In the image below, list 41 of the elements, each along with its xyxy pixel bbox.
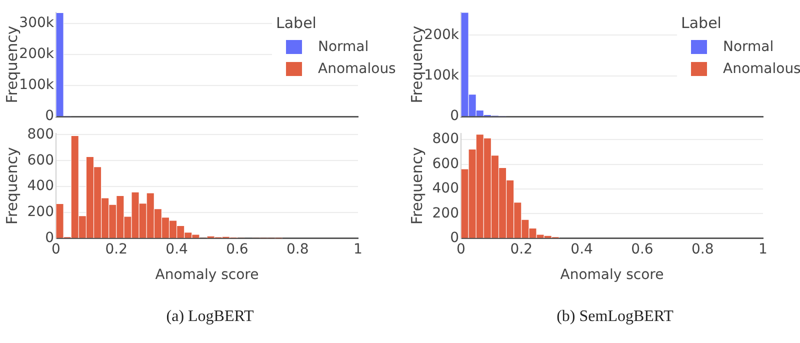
text: (b) SemLogBERT [556, 308, 674, 326]
y-tick-label: 0 [45, 108, 54, 124]
y-tick-label: 200 [432, 205, 459, 222]
x-tick-label: 0.4 [166, 241, 188, 258]
y-tick-label: 0 [450, 230, 459, 246]
x-axis-title: Anomaly score [155, 267, 259, 284]
y-tick-label: 400 [432, 180, 459, 197]
legend-title: Label [681, 14, 722, 32]
x-tick-label: 0.2 [510, 241, 533, 258]
y-tick-label: 0 [450, 108, 459, 124]
y-tick-label: 200 [27, 204, 54, 220]
y-tick-label: 600 [432, 156, 459, 172]
legend-label: Normal [318, 39, 369, 55]
y-axis-title: Frequency [2, 147, 21, 225]
y-tick-label: 400 [27, 178, 54, 194]
x-tick-label: 0.4 [570, 241, 594, 258]
y-axis-title: Frequency [2, 26, 21, 104]
y-axis-title: Frequency [408, 147, 426, 225]
x-tick-label: 0.2 [105, 241, 128, 258]
y-tick-label: 600 [27, 152, 54, 168]
y-tick-label: 200k [19, 46, 55, 62]
y-tick-label: 800 [27, 126, 54, 142]
x-axis-title: Anomaly score [560, 267, 664, 284]
text: (a) LogBERT [165, 308, 255, 326]
x-tick-label: 0.6 [226, 241, 248, 258]
x-tick-label: 0.6 [631, 241, 654, 258]
y-tick-label: 0 [45, 230, 54, 246]
legend-title: Label [276, 14, 318, 32]
x-tick-label: 1 [354, 241, 362, 258]
legend-label: Anomalous [318, 61, 396, 77]
y-tick-label: 100k [424, 68, 460, 84]
legend-label: Normal [723, 39, 774, 55]
legend-label: Anomalous [723, 61, 800, 77]
x-tick-label: 1 [758, 241, 768, 258]
x-tick-label: 0.8 [691, 241, 714, 258]
y-tick-label: 100k [19, 77, 55, 94]
x-tick-label: 0.8 [286, 241, 309, 258]
y-tick-label: 200k [424, 26, 460, 43]
y-axis-title: Frequency [408, 26, 426, 104]
y-tick-label: 300k [19, 14, 55, 31]
y-tick-label: 800 [432, 131, 459, 148]
